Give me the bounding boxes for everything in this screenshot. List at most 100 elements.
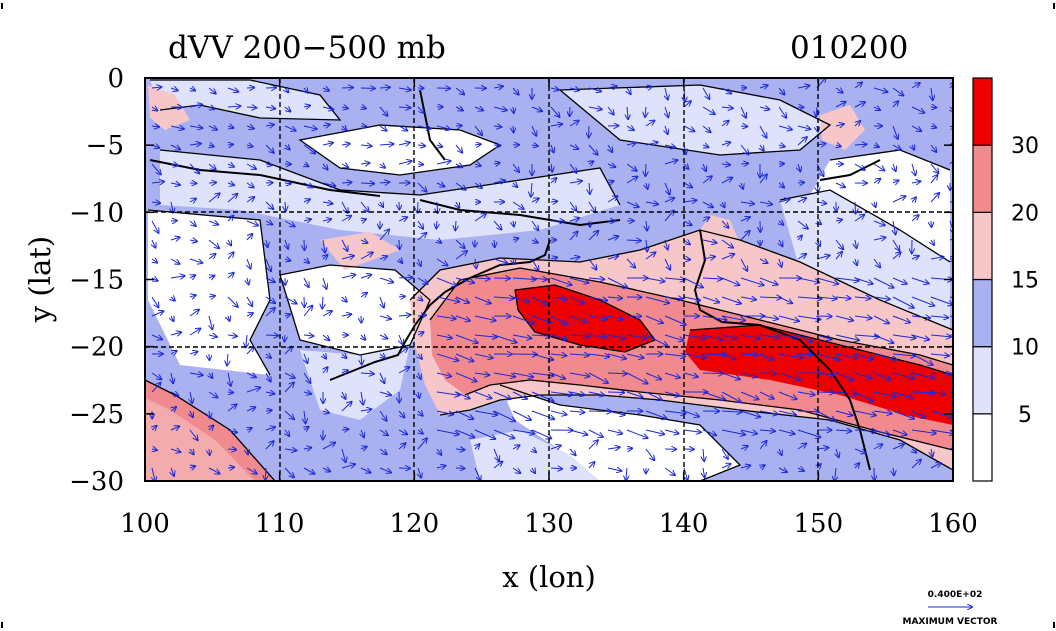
wind-vector	[569, 296, 584, 304]
wind-vector	[797, 392, 815, 395]
wind-vector	[721, 178, 732, 184]
wind-vector	[835, 334, 859, 340]
wind-vector	[854, 144, 866, 145]
wind-vector	[379, 429, 388, 435]
x-tick-label: 150	[794, 509, 844, 539]
wind-vector	[399, 259, 402, 263]
y-tick-label: −5	[86, 131, 124, 161]
wind-vector	[664, 258, 670, 270]
wind-vector	[778, 391, 797, 399]
wind-vector	[759, 259, 768, 263]
wind-vector	[912, 163, 915, 175]
wind-vector	[607, 256, 618, 259]
wind-vector	[532, 468, 535, 473]
wind-vector	[760, 144, 764, 151]
wind-vector	[930, 144, 936, 152]
grid-lines	[145, 78, 953, 481]
wind-vector	[645, 334, 667, 346]
wind-vector	[778, 410, 796, 415]
wind-vector	[455, 410, 473, 419]
wind-vector	[797, 182, 804, 183]
wind-vector	[759, 125, 767, 138]
wind-vector	[740, 163, 748, 164]
wind-vector	[892, 101, 898, 108]
wind-vector	[151, 126, 159, 127]
wind-vector	[512, 372, 533, 377]
wind-vector	[721, 164, 730, 165]
wind-vector	[152, 107, 157, 111]
wind-vector	[512, 334, 531, 338]
wind-vector	[418, 332, 424, 335]
wind-vector	[303, 306, 312, 317]
wind-vector	[436, 161, 451, 164]
wind-vector	[683, 125, 694, 131]
y-tick-labels: 0 −5 −10 −15 −20 −25 −30	[69, 64, 124, 497]
wind-vector	[854, 215, 864, 222]
wind-vector	[284, 449, 296, 450]
wind-vector	[475, 258, 476, 268]
wind-vector	[228, 240, 231, 245]
wind-vector	[797, 198, 806, 202]
wind-vector	[284, 410, 294, 419]
wind-vector	[379, 256, 387, 259]
wind-vector	[303, 199, 310, 202]
wind-vector	[265, 392, 274, 394]
wind-vector	[550, 201, 557, 202]
wind-vector	[854, 82, 862, 89]
wind-vector	[171, 372, 173, 383]
wind-vector	[759, 441, 766, 450]
wind-vector	[626, 126, 634, 130]
wind-vector	[265, 164, 272, 165]
wind-vector	[493, 448, 499, 461]
wind-vector	[664, 354, 685, 356]
wind-vector	[208, 126, 217, 130]
wind-vector	[797, 429, 820, 437]
wind-vector	[455, 220, 456, 230]
wind-vector	[607, 164, 615, 167]
wind-vector	[588, 231, 598, 241]
wind-vector	[949, 201, 953, 203]
wind-vector	[303, 277, 309, 287]
wind-vector	[740, 465, 750, 468]
wind-vector	[816, 277, 838, 284]
wind-vector	[417, 220, 423, 229]
wind-vector	[911, 353, 933, 365]
x-tick-label: 110	[255, 509, 305, 539]
wind-vector	[303, 372, 311, 383]
wind-vector	[721, 335, 737, 338]
wind-vector	[284, 347, 292, 355]
wind-vector	[398, 277, 413, 278]
wind-vector	[569, 257, 579, 259]
wind-vector	[436, 373, 451, 376]
wind-vector	[531, 107, 542, 111]
wind-vector	[835, 297, 850, 298]
wind-vector	[531, 335, 550, 336]
wind-vector	[531, 278, 547, 280]
wind-vector	[550, 468, 562, 469]
wind-vector	[627, 448, 632, 449]
wind-vector	[152, 259, 157, 263]
wind-vector	[170, 237, 180, 240]
wind-vector	[474, 467, 480, 480]
wind-vector	[569, 335, 590, 336]
colorbar-bin	[972, 413, 993, 482]
wind-vector	[170, 351, 177, 354]
wind-vector	[208, 239, 219, 248]
wind-vector	[873, 372, 890, 380]
date-label: 010200	[790, 30, 908, 66]
wind-vector	[455, 87, 464, 94]
wind-vector	[721, 391, 741, 402]
wind-vector	[569, 429, 587, 435]
wind-vector	[892, 372, 914, 378]
wind-vector	[855, 239, 856, 248]
wind-vector	[436, 391, 459, 395]
wind-vector	[379, 277, 393, 282]
wind-vector	[911, 316, 930, 318]
wind-vector	[646, 220, 647, 231]
wind-vector	[949, 157, 953, 165]
wind-vector	[892, 315, 910, 322]
wind-vector	[247, 258, 251, 269]
wind-vector	[607, 335, 625, 338]
wind-vector	[816, 106, 817, 116]
wind-vector	[436, 353, 458, 361]
